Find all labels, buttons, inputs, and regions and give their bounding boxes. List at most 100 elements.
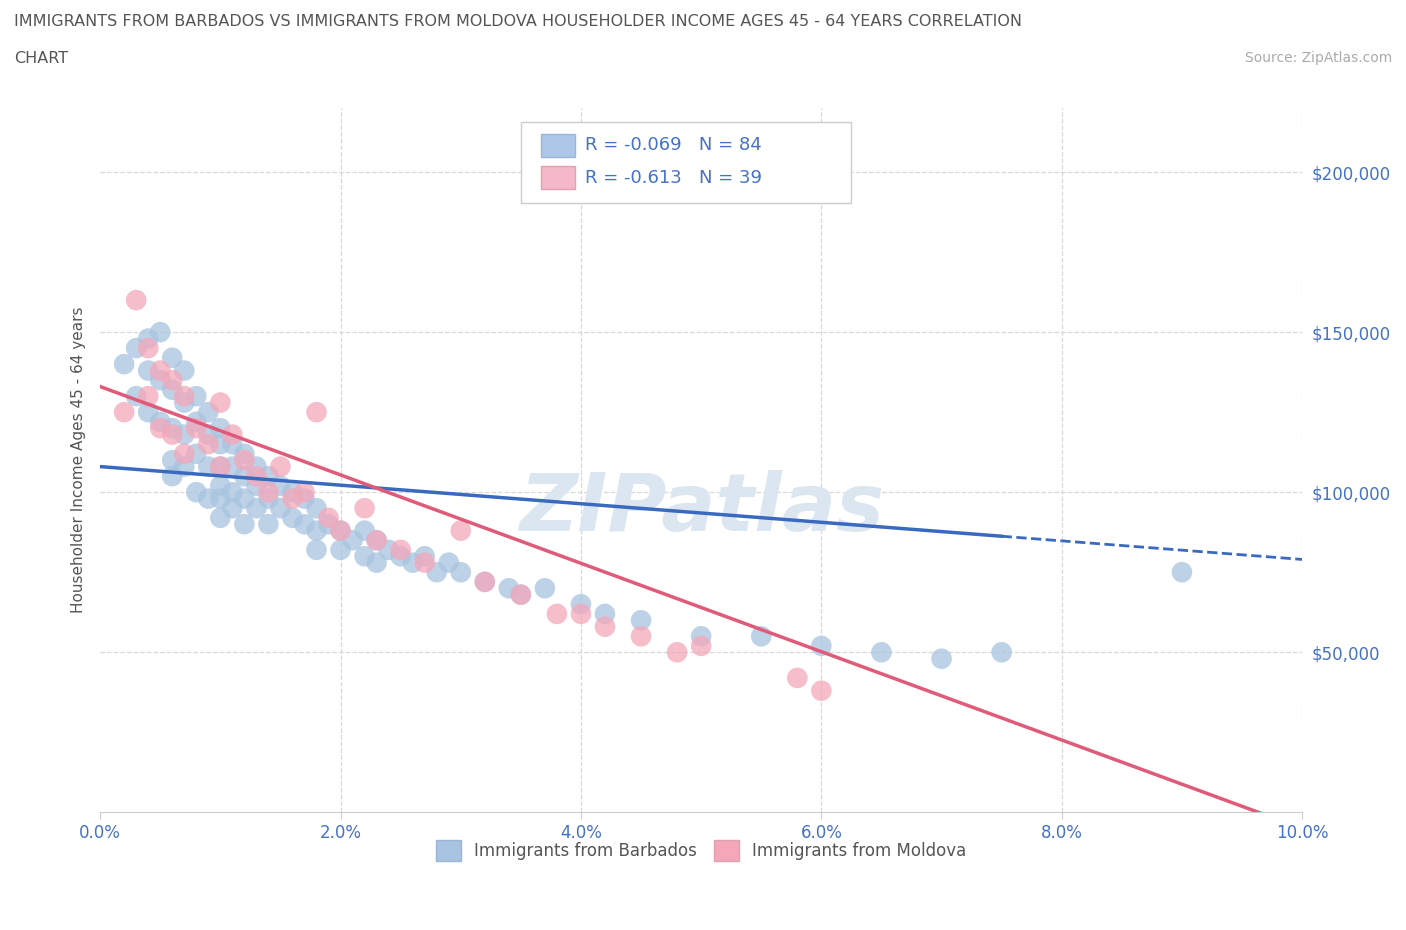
Point [162, 351, 184, 365]
Text: CHART: CHART [14, 51, 67, 66]
Point [569, 606, 592, 621]
Point [149, 415, 172, 430]
Point [593, 606, 616, 621]
Point [593, 619, 616, 634]
Point [197, 491, 219, 506]
Point [630, 613, 652, 628]
Point [125, 293, 148, 308]
Point [450, 565, 472, 579]
Point [209, 420, 232, 435]
Point [233, 446, 256, 461]
Point [173, 363, 195, 378]
Point [990, 644, 1012, 659]
Point [186, 485, 208, 499]
Point [810, 639, 832, 654]
Point [233, 517, 256, 532]
Point [112, 405, 135, 419]
Point [136, 363, 159, 378]
Point [125, 389, 148, 404]
Point [149, 325, 172, 339]
Point [197, 437, 219, 452]
Point [257, 485, 280, 499]
Point [294, 517, 316, 532]
Point [221, 485, 243, 499]
Point [162, 373, 184, 388]
Point [162, 453, 184, 468]
Point [413, 549, 436, 564]
Text: IMMIGRANTS FROM BARBADOS VS IMMIGRANTS FROM MOLDOVA HOUSEHOLDER INCOME AGES 45 -: IMMIGRANTS FROM BARBADOS VS IMMIGRANTS F… [14, 14, 1022, 29]
Point [136, 340, 159, 355]
Point [257, 517, 280, 532]
Point [690, 629, 713, 644]
Point [186, 446, 208, 461]
Text: R = -0.069   N = 84: R = -0.069 N = 84 [585, 137, 761, 154]
Point [149, 373, 172, 388]
Legend: Immigrants from Barbados, Immigrants from Moldova: Immigrants from Barbados, Immigrants fro… [429, 834, 973, 868]
Point [186, 389, 208, 404]
Point [870, 644, 893, 659]
Point [197, 405, 219, 419]
Text: Source: ZipAtlas.com: Source: ZipAtlas.com [1244, 51, 1392, 65]
Point [353, 500, 375, 515]
Point [810, 684, 832, 698]
Point [233, 453, 256, 468]
Point [221, 500, 243, 515]
Point [546, 606, 568, 621]
Point [209, 511, 232, 525]
Point [1171, 565, 1194, 579]
Point [318, 511, 340, 525]
Point [221, 459, 243, 474]
Point [305, 524, 328, 538]
Point [221, 437, 243, 452]
Point [329, 524, 352, 538]
Point [245, 478, 267, 493]
Point [136, 331, 159, 346]
Point [269, 500, 291, 515]
Point [173, 395, 195, 410]
Point [569, 597, 592, 612]
Point [366, 533, 388, 548]
Point [136, 389, 159, 404]
Point [474, 575, 496, 590]
Point [112, 357, 135, 372]
Point [401, 555, 423, 570]
Point [426, 565, 449, 579]
Point [413, 555, 436, 570]
Point [377, 542, 399, 557]
Point [509, 587, 531, 602]
Point [186, 420, 208, 435]
Y-axis label: Householder Income Ages 45 - 64 years: Householder Income Ages 45 - 64 years [72, 307, 86, 614]
Point [245, 500, 267, 515]
Text: ZIPatlas: ZIPatlas [519, 471, 883, 549]
Point [450, 524, 472, 538]
Point [245, 459, 267, 474]
Point [257, 491, 280, 506]
Point [186, 415, 208, 430]
Point [342, 533, 364, 548]
Point [281, 491, 304, 506]
Point [149, 363, 172, 378]
Point [173, 459, 195, 474]
Point [437, 555, 460, 570]
Point [233, 491, 256, 506]
Point [294, 485, 316, 499]
Point [498, 581, 520, 596]
Point [136, 405, 159, 419]
Point [269, 478, 291, 493]
Point [269, 459, 291, 474]
Point [353, 549, 375, 564]
Point [209, 459, 232, 474]
Point [173, 446, 195, 461]
Point [389, 542, 412, 557]
Point [786, 671, 808, 685]
Point [257, 469, 280, 484]
Point [173, 427, 195, 442]
Point [329, 542, 352, 557]
Point [366, 555, 388, 570]
Point [209, 395, 232, 410]
Point [389, 549, 412, 564]
Point [294, 491, 316, 506]
Point [149, 420, 172, 435]
Point [162, 427, 184, 442]
Point [666, 644, 689, 659]
